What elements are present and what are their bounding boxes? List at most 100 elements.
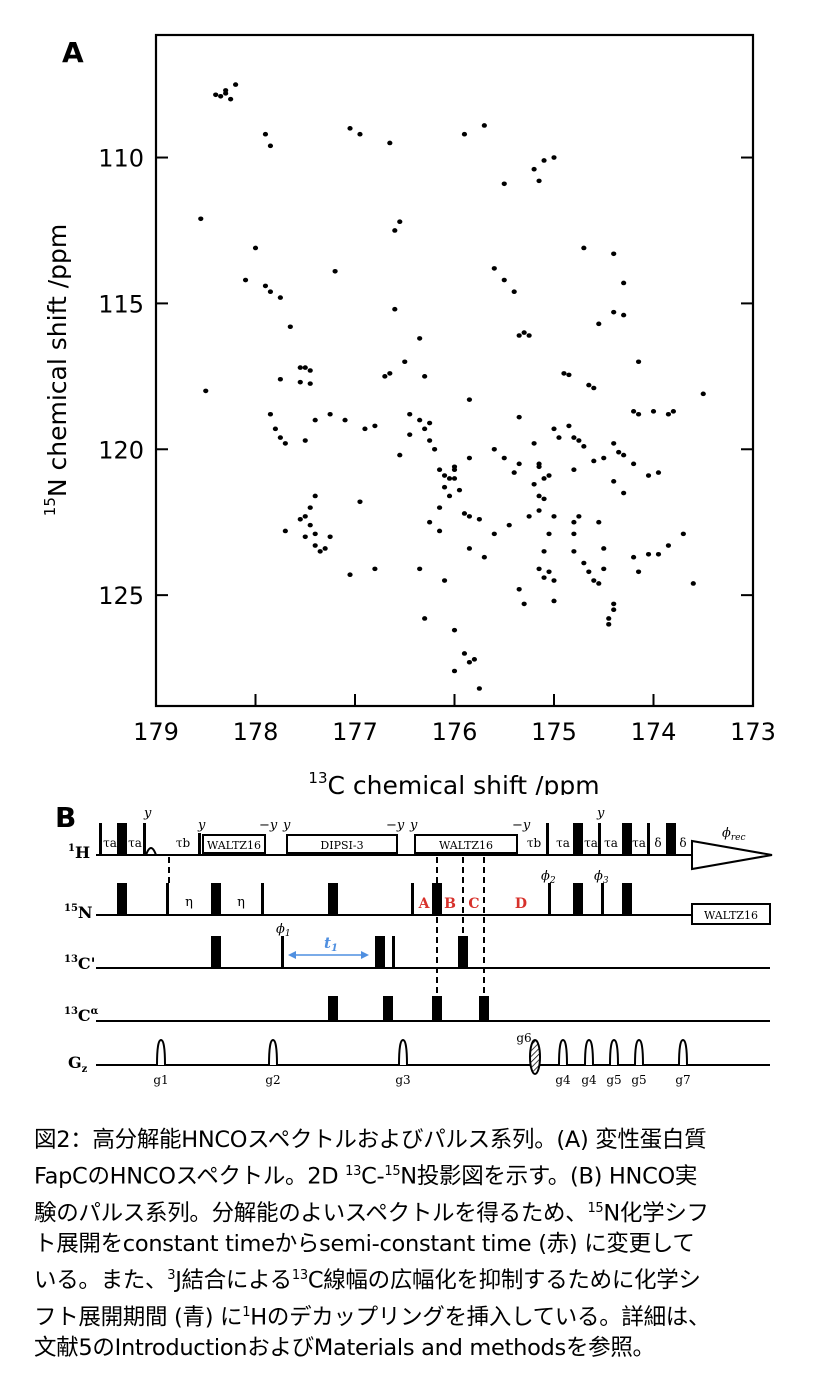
caption-line: 験のパルス系列。分解能のよいスペクトルを得るため、15N化学シフ [34,1200,709,1226]
peak-point [277,295,283,300]
peak-point [491,446,497,452]
semi-ct-labels: A B C D [418,896,528,912]
peak-point [347,572,353,578]
peak-point [407,411,413,417]
svg-text:η: η [185,895,193,910]
peak-point [631,554,637,560]
peak-point [317,549,323,554]
peak-point [591,578,597,583]
peak-point [302,514,308,519]
peak-point [541,158,547,163]
svg-text:y: y [409,818,418,833]
peak-point [611,479,617,484]
svg-text:τa: τa [584,836,598,850]
svg-text:τb: τb [527,836,542,850]
peak-point [521,330,527,335]
peak-point [228,96,234,102]
peak-point [581,444,587,449]
peak-point [466,659,473,665]
peak-point [397,452,403,458]
peak-point [427,420,433,426]
peak-point [218,93,224,99]
peak-point [536,493,542,499]
peak-point [357,499,363,505]
peak-point [621,312,627,318]
peak-point [526,514,532,519]
y-tick-label: 110 [98,145,144,173]
peak-point [541,549,547,554]
peak-point [611,607,617,613]
peak-point [262,131,269,137]
peak-point [516,333,522,338]
peak-point [576,438,582,443]
receiver-phase-label: ϕrec [722,826,746,843]
y-tick-label: 115 [98,290,144,318]
peak-point [516,414,522,420]
peak-point [312,417,318,423]
peak-point [427,519,433,525]
peak-point [252,245,259,251]
gradient-labels: g1 g2 g3 g4 g4 g5 g5 g6 g7 [153,1031,690,1087]
peak-point [531,166,537,172]
peak-point [511,289,517,295]
peak-point [461,511,468,516]
svg-text:ϕ3: ϕ3 [594,869,609,886]
svg-text:g6: g6 [516,1031,531,1045]
peak-point [312,493,318,499]
svg-text:y: y [143,806,152,821]
peak-point [566,423,572,429]
x-tick-label: 174 [631,718,677,746]
h-phase-labels: y y −y y −y y −y y [143,806,605,833]
peak-point [601,566,607,572]
peak-point [481,123,487,128]
peak-point [611,601,617,607]
peak-point [536,508,542,513]
peak-point [297,379,303,385]
peak-point [491,266,497,271]
svg-text:g7: g7 [675,1073,690,1087]
peak-point [327,411,333,417]
peak-point [451,476,458,481]
peak-point [471,657,477,662]
caption-line: ト展開をconstant timeからsemi-constant time (赤… [34,1231,695,1257]
x-tick-label: 173 [730,718,776,746]
plot-frame [154,33,755,708]
svg-text:g3: g3 [395,1073,410,1087]
peak-point [387,371,393,376]
caption-line: 文献5のIntroductionおよびMaterials and methods… [34,1335,655,1361]
peak-point [307,368,313,373]
peak-point [456,487,463,493]
peak-point [571,549,577,554]
peak-point [655,470,662,475]
peak-point [461,131,468,137]
peak-point [551,155,557,160]
figure-caption: 図2：高分解能HNCOスペクトルおよびパルス系列。(A) 変性蛋白質 FapCの… [34,1125,804,1364]
svg-text:τa: τa [103,836,117,850]
peak-point [282,441,288,446]
svg-text:D: D [515,896,527,912]
peak-point [571,435,577,440]
peak-point [441,484,448,490]
peak-point [655,551,662,557]
peak-point [342,417,348,423]
peak-point [297,516,303,522]
peak-point [422,374,428,379]
peak-point [541,575,547,580]
peak-point [631,461,637,467]
peak-point [436,505,443,510]
peak-point [690,581,696,586]
peak-point [417,336,423,341]
waltz16-label-2: WALTZ16 [439,839,493,852]
svg-text:g2: g2 [265,1073,280,1087]
peak-point [302,438,308,443]
peak-point [372,423,378,429]
x-tick-label: 177 [332,718,378,746]
peak-point [441,578,448,583]
peak-point [541,476,547,481]
peak-point [446,493,453,499]
peak-point [601,455,607,461]
svg-text:ϕ2: ϕ2 [541,869,556,886]
peak-point [451,627,458,633]
peak-point [476,686,482,691]
peak-point [397,219,403,225]
